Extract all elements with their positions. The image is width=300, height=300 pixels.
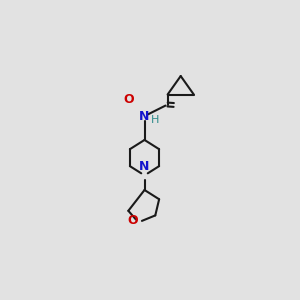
Text: N: N	[139, 110, 150, 123]
Text: O: O	[124, 93, 134, 106]
Text: O: O	[127, 214, 137, 227]
Text: N: N	[139, 160, 150, 173]
Text: H: H	[151, 115, 160, 125]
